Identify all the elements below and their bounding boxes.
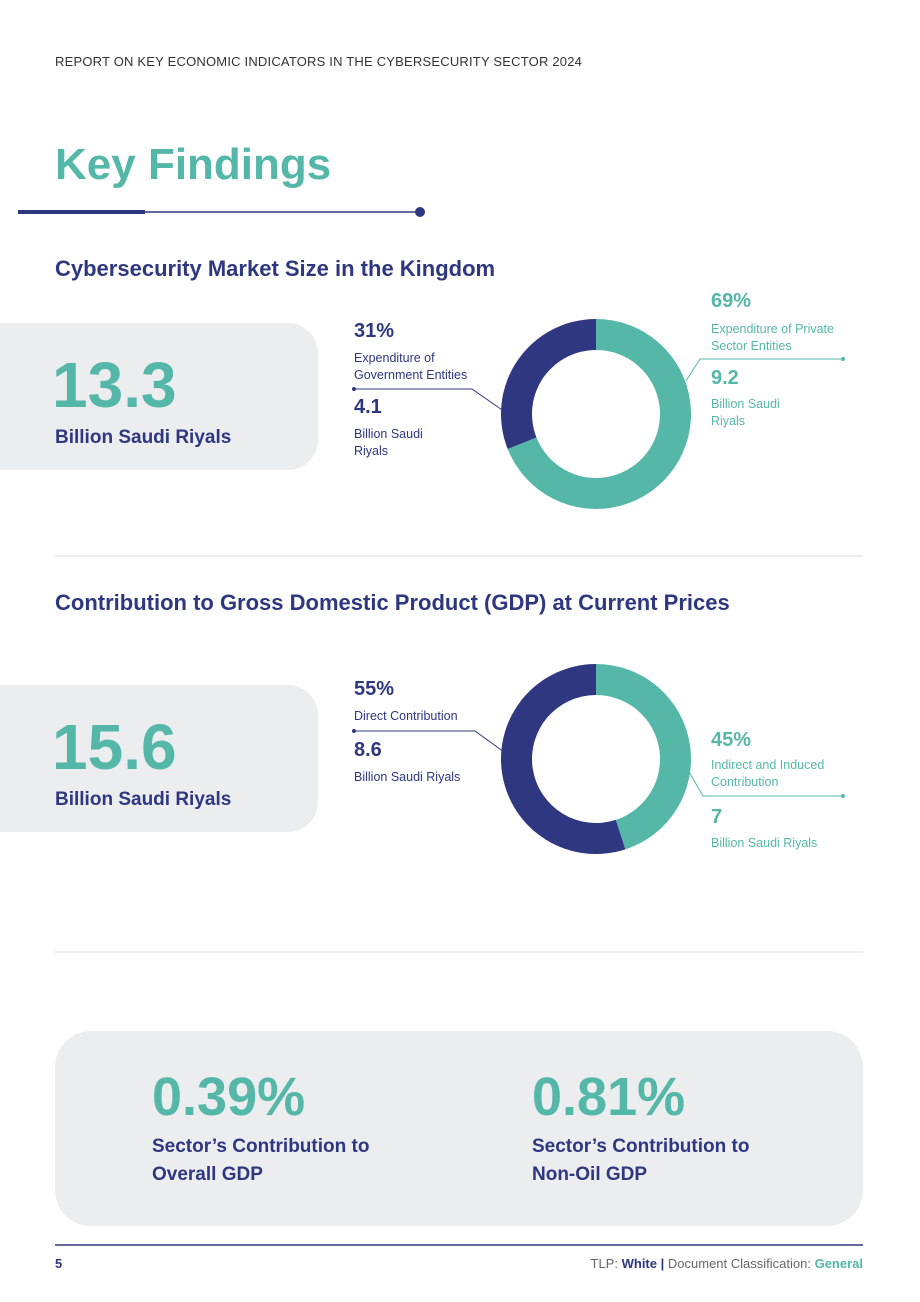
separator: | [660, 1256, 665, 1271]
page-title: Key Findings [55, 140, 332, 189]
segment-unit: Billion Saudi Riyals [711, 836, 818, 850]
leader-line [354, 730, 505, 753]
segment-percent: 45% [711, 729, 752, 751]
indicator-value: 0.81% [532, 1067, 686, 1127]
classification: General [814, 1256, 863, 1271]
segment-unit: Billion Saudi Riyals [711, 397, 780, 428]
indicator-panel [55, 1031, 863, 1226]
leader-dot [352, 387, 356, 391]
donut-segment [500, 664, 626, 854]
segment-amount: 8.6 [354, 739, 382, 761]
tlp-label: TLP: [590, 1256, 618, 1271]
segment-name: Direct Contribution [354, 709, 458, 723]
donut-segment [507, 319, 691, 509]
page-number: 5 [55, 1256, 63, 1271]
leader-dot [841, 794, 845, 798]
indicator-label: Sector’s Contribution to Overall GDP [152, 1136, 370, 1185]
segment-percent: 31% [354, 320, 395, 342]
donut [501, 319, 691, 509]
leader-dot [841, 357, 845, 361]
donut-segment [501, 319, 596, 449]
leader-dot [352, 729, 356, 733]
segment-percent: 69% [711, 290, 752, 312]
total-label: Billion Saudi Riyals [55, 789, 232, 810]
title-dot [415, 207, 425, 217]
leader-line [685, 358, 843, 382]
segment-unit: Billion Saudi Riyals [354, 770, 461, 784]
total-box [0, 685, 318, 832]
segment-name: Expenditure of Private Sector Entities [711, 322, 834, 353]
segment-amount: 7 [711, 806, 723, 828]
segment-amount: 9.2 [711, 367, 739, 389]
donut-segment [596, 664, 691, 850]
classification-label: Document Classification: [667, 1256, 811, 1271]
segment-percent: 55% [354, 678, 395, 700]
indicator-label: Sector’s Contribution to Non-Oil GDP [532, 1136, 750, 1185]
footer-classification: TLP: White | Document Classification: Ge… [591, 1256, 863, 1271]
section-title: Contribution to Gross Domestic Product (… [55, 590, 730, 615]
indicator-value: 0.39% [152, 1067, 306, 1127]
header: REPORT ON KEY ECONOMIC INDICATORS IN THE… [55, 54, 583, 69]
segment-unit: Billion Saudi Riyals [354, 427, 423, 458]
total-box [0, 323, 318, 470]
leader-line [354, 388, 506, 413]
total-value: 13.3 [52, 349, 177, 421]
segment-name: Expenditure of Government Entities [354, 351, 468, 382]
segment-amount: 4.1 [354, 396, 382, 418]
total-label: Billion Saudi Riyals [55, 427, 232, 448]
leader-line [687, 769, 843, 797]
donut [500, 664, 691, 854]
section-title: Cybersecurity Market Size in the Kingdom [55, 256, 496, 281]
tlp: White [621, 1256, 657, 1271]
total-value: 15.6 [52, 711, 177, 783]
segment-name: Indirect and Induced Contribution [711, 758, 825, 789]
